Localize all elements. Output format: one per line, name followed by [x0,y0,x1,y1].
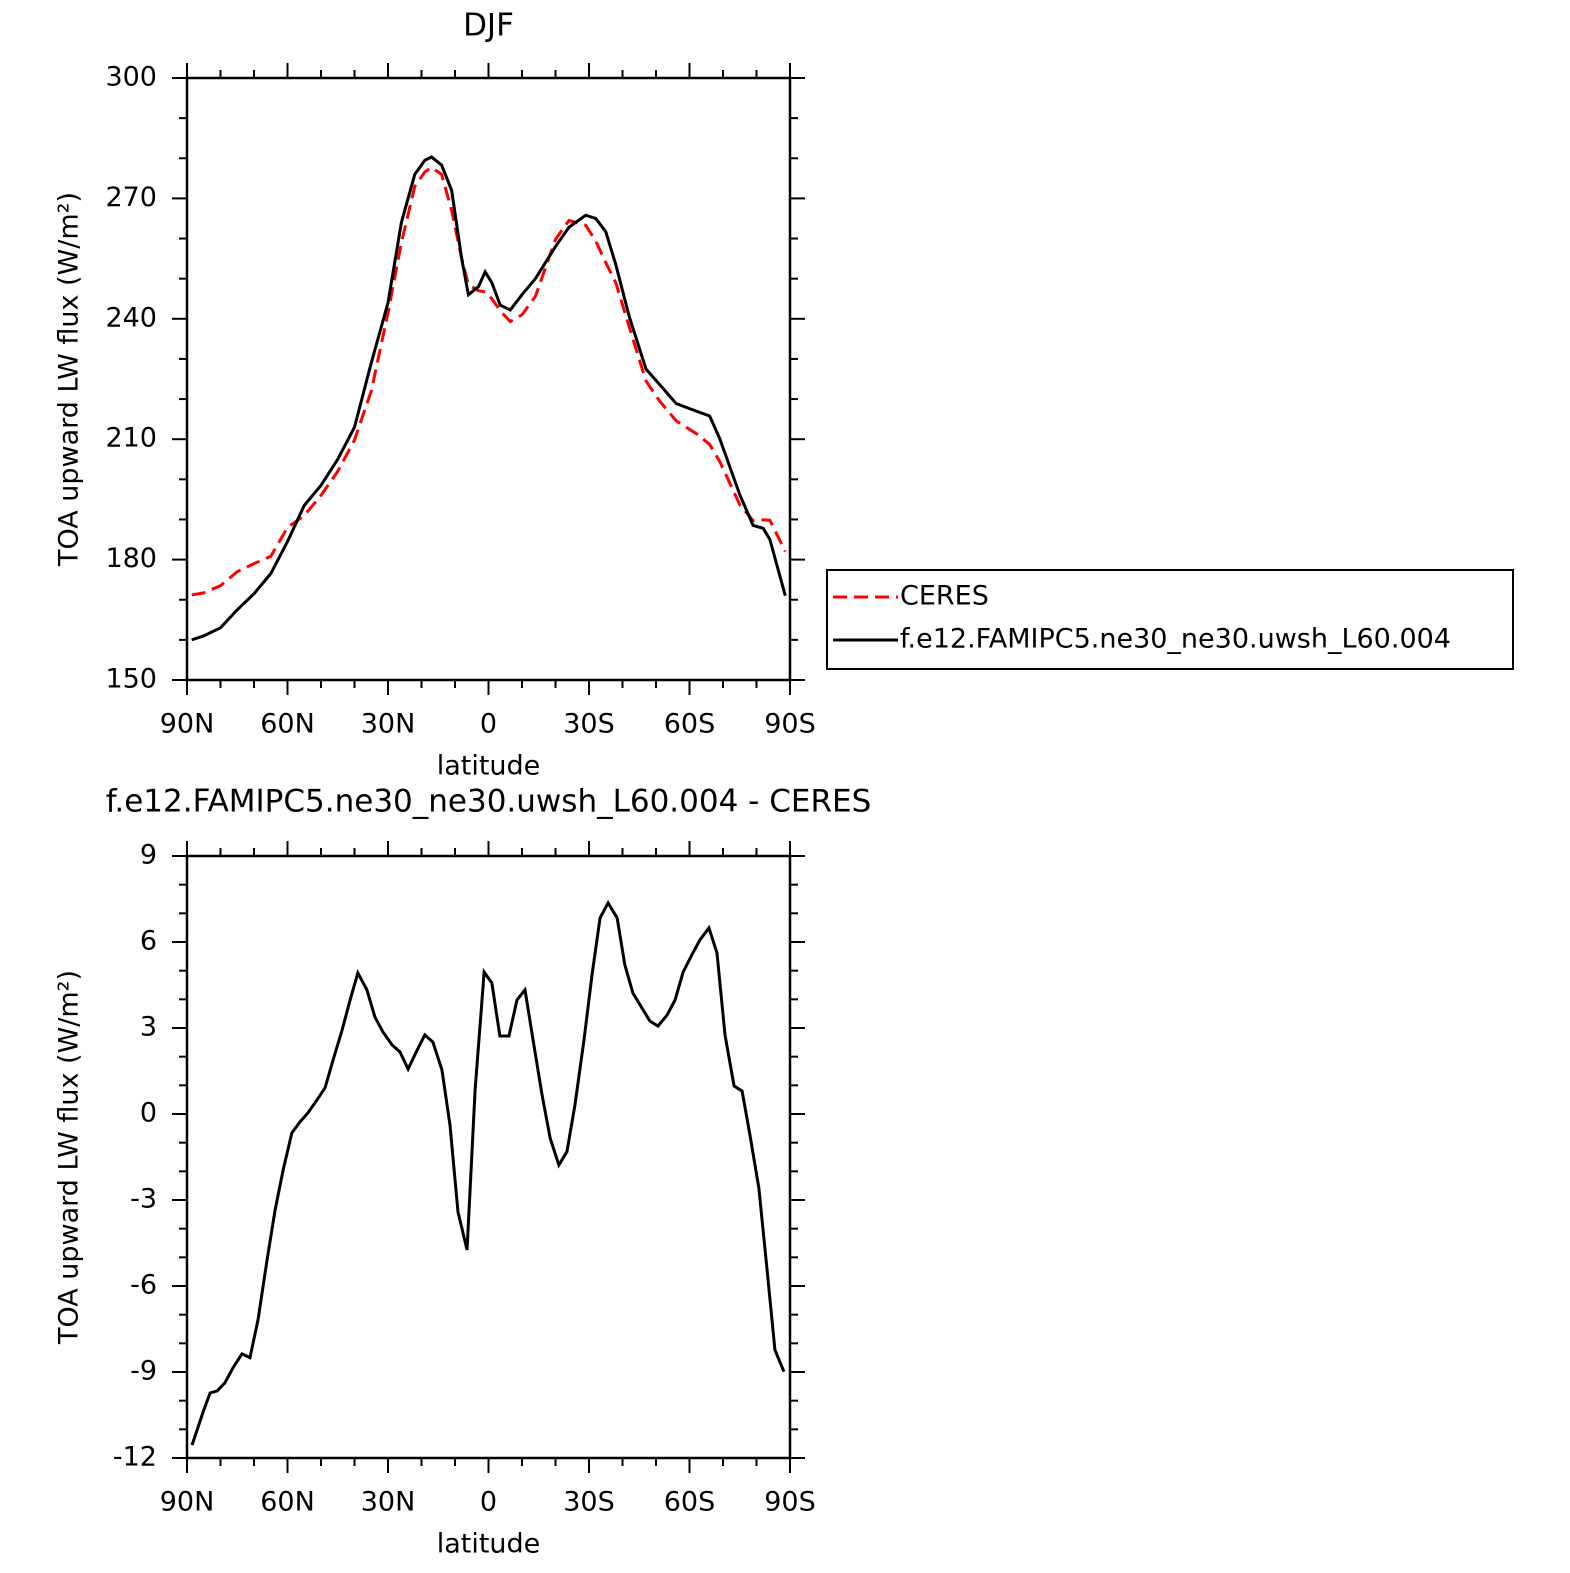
y-tick-label: 300 [105,62,157,93]
legend-box [826,569,1514,670]
x-tick-label: 0 [480,1487,497,1518]
x-tick-label: 90S [764,709,816,740]
x-tick-label: 90S [764,1487,816,1518]
y-tick-label: 9 [140,840,157,871]
data-line [191,155,787,642]
y-tick-label: 6 [140,926,157,957]
y-tick-label: -12 [113,1442,157,1473]
legend-label: f.e12.FAMIPC5.ne30_ne30.uwsh_L60.004 [900,624,1451,655]
x-tick-label: 0 [480,709,497,740]
y-tick-label: -3 [130,1184,157,1215]
y-tick-label: 3 [140,1012,157,1043]
x-tick-label: 30N [361,709,416,740]
x-tick-label: 60N [260,709,315,740]
x-tick-label: 30N [361,1487,416,1518]
y-tick-label: 210 [105,423,157,454]
y-tick-label: 180 [105,543,157,574]
plot-frame [185,76,792,682]
x-tick-label: 90N [160,1487,215,1518]
y-tick-label: 0 [140,1098,157,1129]
legend: CERES f.e12.FAMIPC5.ne30_ne30.uwsh_L60.00… [826,569,1514,670]
x-tick-label: 30S [563,709,615,740]
y-tick-label: -9 [130,1356,157,1387]
data-line [190,899,786,1446]
x-tick-label: 30S [563,1487,615,1518]
y-tick-label: -6 [130,1270,157,1301]
x-tick-label: 60N [260,1487,315,1518]
x-tick-label: 90N [160,709,215,740]
legend-label: CERES [900,581,989,612]
y-tick-label: 150 [105,664,157,695]
x-tick-label: 60S [664,709,716,740]
chart-title: f.e12.FAMIPC5.ne30_ne30.uwsh_L60.004 - C… [106,784,872,820]
chart-title: DJF [463,8,514,44]
x-tick-label: 60S [664,1487,716,1518]
y-tick-label: 270 [105,182,157,213]
y-axis-label: TOA upward LW flux (W/m²) [54,970,85,1345]
y-tick-label: 240 [105,302,157,333]
x-axis-label: latitude [437,751,541,782]
x-axis-label: latitude [437,1529,541,1560]
data-line [191,165,787,597]
plot-frame [185,854,792,1460]
y-axis-label: TOA upward LW flux (W/m²) [54,192,85,567]
